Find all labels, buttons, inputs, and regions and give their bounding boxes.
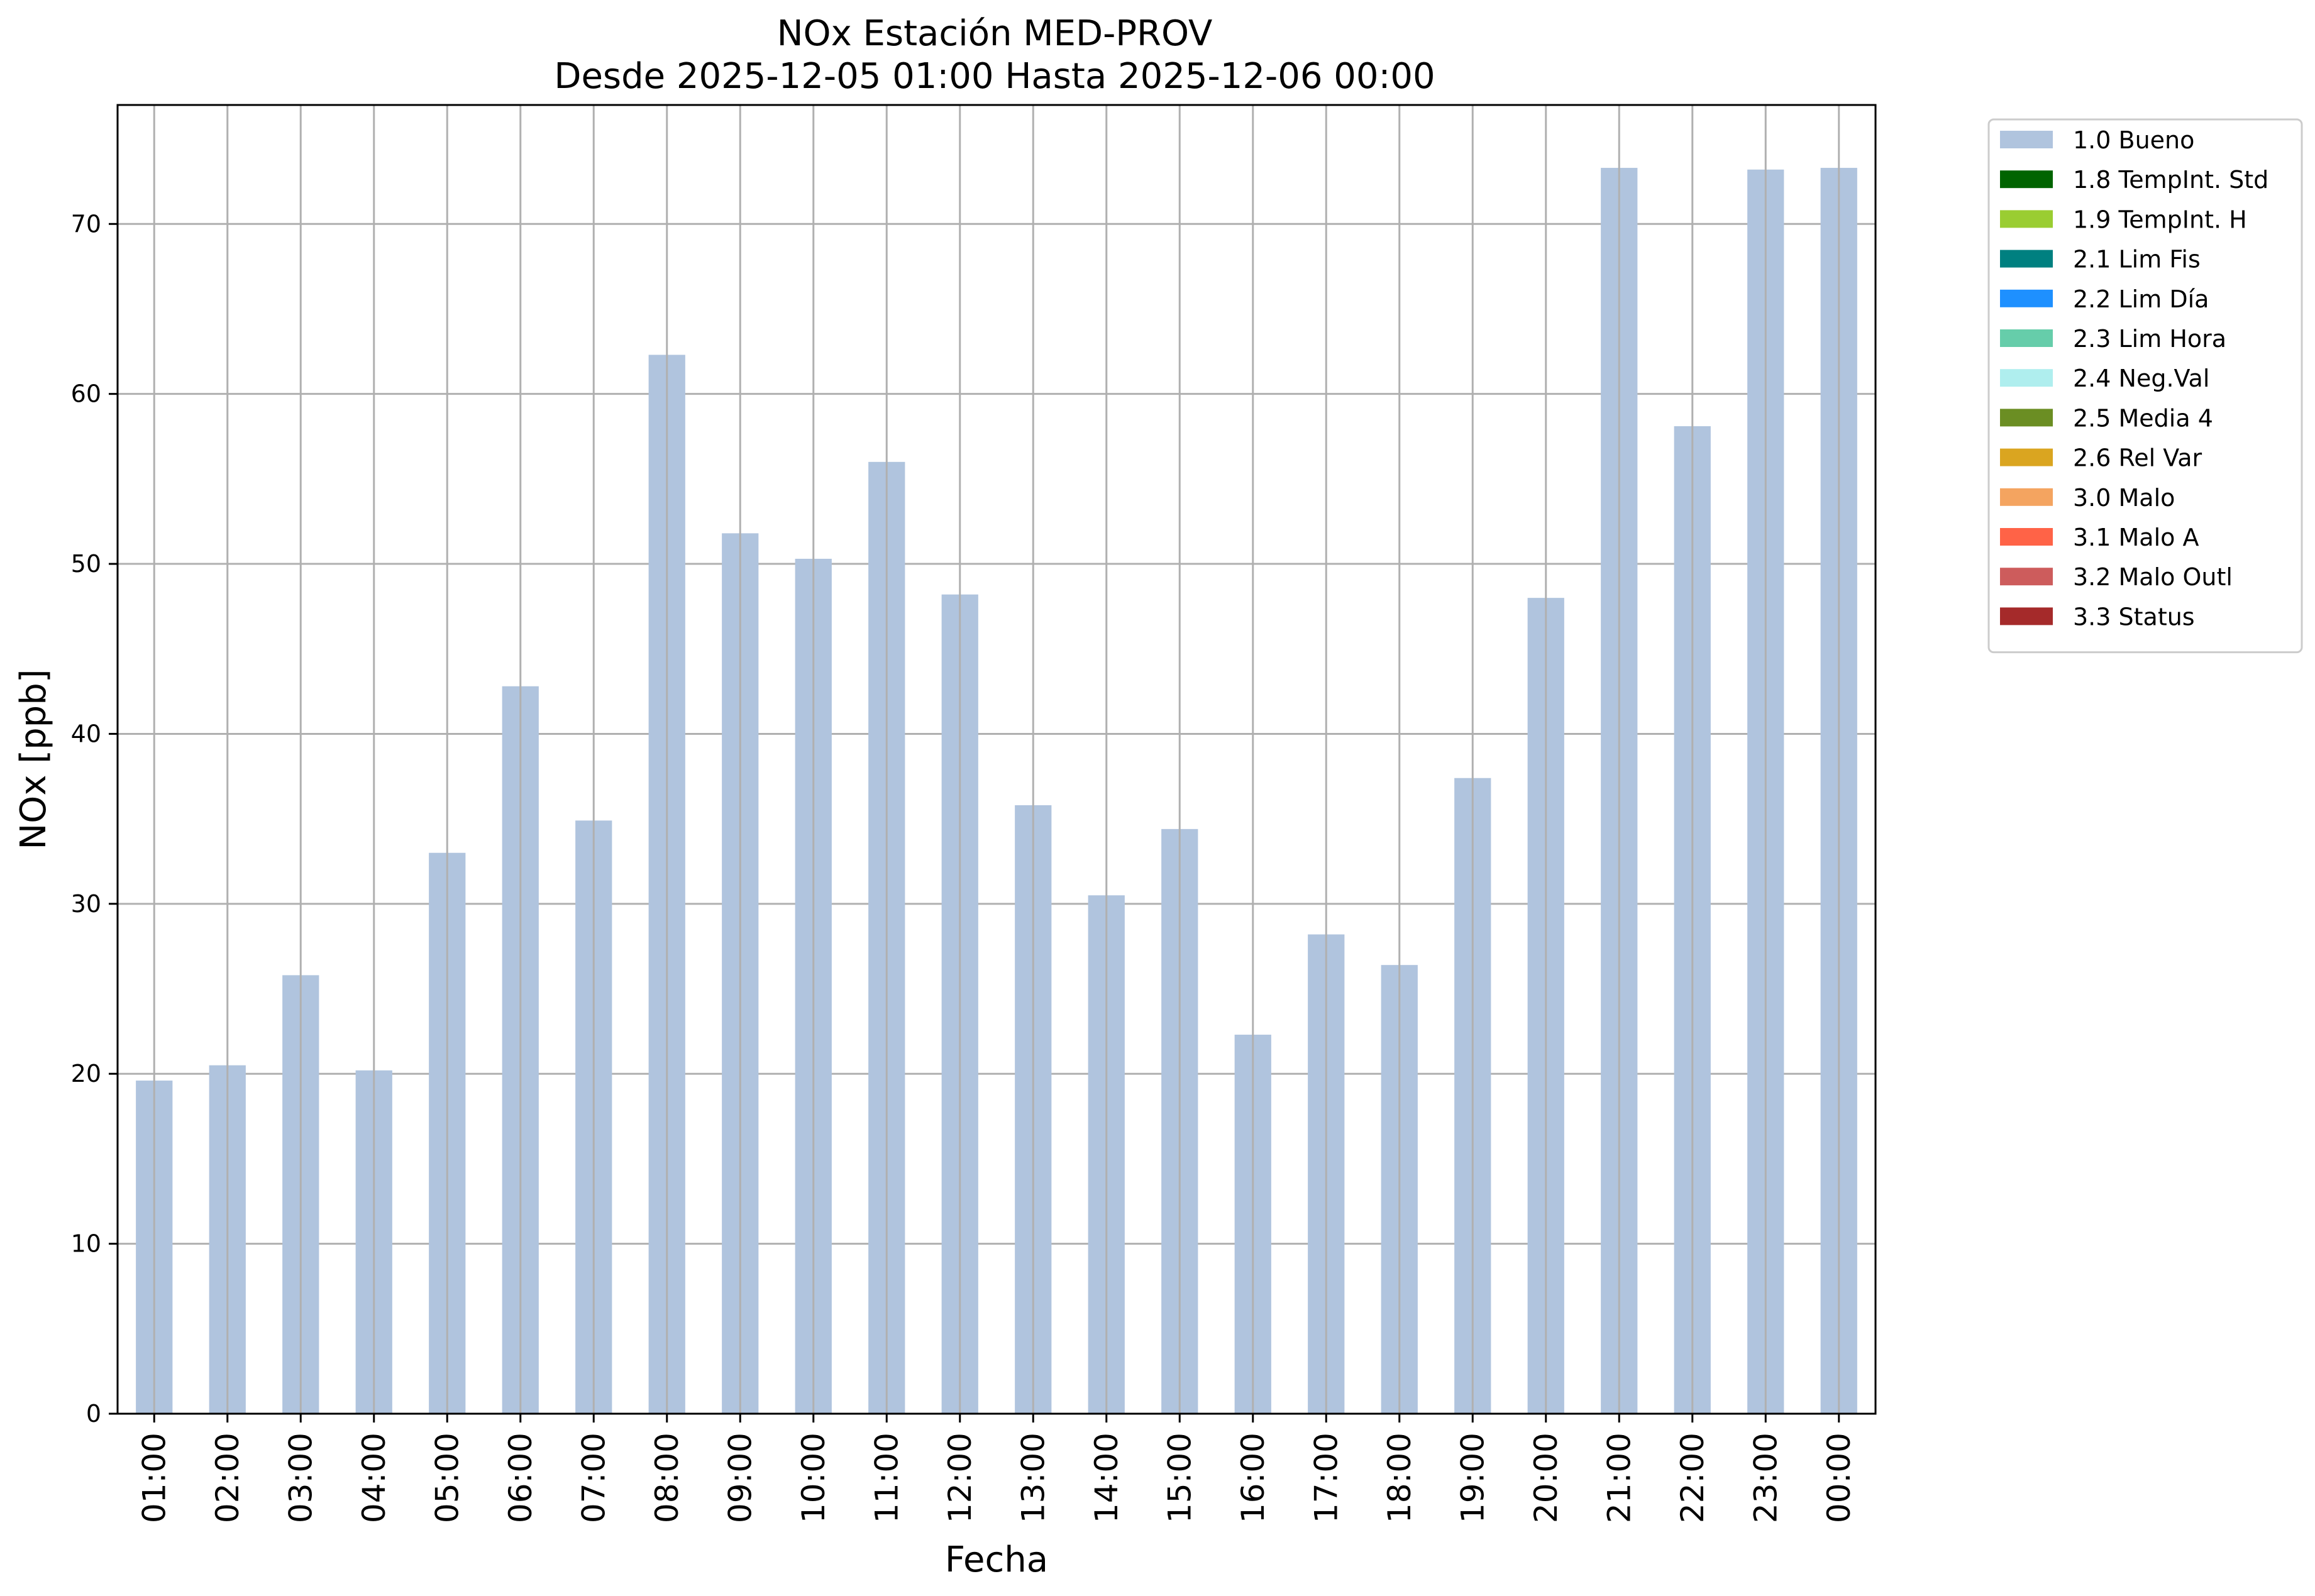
y-tick-label: 40 (71, 720, 101, 747)
x-tick-label: 04:00 (356, 1433, 392, 1523)
legend-label: 2.6 Rel Var (2073, 444, 2202, 472)
x-tick-label: 12:00 (942, 1433, 978, 1523)
x-axis-ticks: 01:00 02:00 03:00 04:00 05:00 06:00 07:00 08:00… (136, 1414, 1857, 1523)
legend-swatch (2000, 131, 2053, 148)
legend-swatch (2000, 170, 2053, 189)
x-tick-label: 14:00 (1088, 1433, 1125, 1523)
x-tick-label: 11:00 (868, 1433, 905, 1523)
y-axis-label: NOx [ppb] (13, 669, 54, 849)
x-tick-label: 03:00 (282, 1433, 319, 1523)
x-tick-label: 07:00 (575, 1433, 612, 1523)
y-axis-ticks: 0 10 20 30 40 50 60 70 (71, 210, 118, 1428)
x-tick-label: 18:00 (1381, 1433, 1418, 1523)
x-tick-label: 02:00 (209, 1433, 246, 1523)
x-tick-label: 15:00 (1161, 1433, 1198, 1523)
x-tick-label: 23:00 (1747, 1433, 1784, 1523)
legend-label: 1.8 TempInt. Std (2073, 166, 2268, 194)
legend: 1.0 Bueno 1.8 TempInt. Std 1.9 TempInt. H 2… (1987, 118, 2303, 654)
x-tick-label: 19:00 (1454, 1433, 1491, 1523)
legend-label: 3.3 Status (2073, 603, 2195, 630)
x-tick-label: 16:00 (1235, 1433, 1271, 1523)
legend-swatch (2000, 250, 2053, 268)
legend-label: 2.4 Neg.Val (2073, 365, 2209, 392)
legend-label: 2.1 Lim Fis (2073, 246, 2201, 273)
x-tick-label: 13:00 (1015, 1433, 1051, 1523)
x-tick-label: 05:00 (429, 1433, 465, 1523)
legend-swatch (2000, 210, 2053, 228)
y-tick-label: 30 (71, 890, 101, 918)
x-tick-label: 06:00 (502, 1433, 539, 1523)
legend-label: 1.9 TempInt. H (2073, 206, 2247, 233)
legend-frame (1987, 118, 2303, 654)
legend-label: 3.0 Malo (2073, 484, 2175, 512)
legend-label: 1.0 Bueno (2073, 126, 2194, 154)
chart-title-line1: NOx Estación MED-PROV (777, 13, 1213, 54)
legend-swatch (2000, 528, 2053, 546)
legend-swatch (2000, 448, 2053, 466)
x-tick-label: 10:00 (795, 1433, 832, 1523)
legend-swatch (2000, 607, 2053, 625)
y-tick-label: 10 (71, 1230, 101, 1258)
y-tick-label: 0 (86, 1400, 101, 1428)
x-tick-label: 09:00 (722, 1433, 758, 1523)
x-tick-label: 22:00 (1674, 1433, 1711, 1523)
x-tick-label: 20:00 (1528, 1433, 1564, 1523)
chart-title-line2: Desde 2025-12-05 01:00 Hasta 2025-12-06 … (554, 56, 1435, 97)
legend-swatch (2000, 488, 2053, 506)
x-tick-label: 00:00 (1821, 1433, 1857, 1523)
legend-label: 2.3 Lim Hora (2073, 325, 2226, 353)
legend-swatch (2000, 409, 2053, 427)
grid-lines (118, 223, 1876, 1415)
x-tick-label: 17:00 (1308, 1433, 1344, 1523)
legend-swatch (2000, 568, 2053, 586)
y-tick-label: 20 (71, 1060, 101, 1087)
legend-label: 3.2 Malo Outl (2073, 563, 2233, 591)
x-tick-label: 08:00 (649, 1433, 685, 1523)
x-tick-label: 21:00 (1601, 1433, 1637, 1523)
x-axis-label: Fecha (945, 1539, 1048, 1580)
y-tick-label: 60 (71, 380, 101, 408)
y-tick-label: 70 (71, 210, 101, 238)
y-tick-label: 50 (71, 550, 101, 578)
x-tick-label: 01:00 (136, 1433, 172, 1523)
plot-area-frame (116, 104, 1877, 1415)
legend-label: 2.5 Media 4 (2073, 404, 2213, 432)
legend-swatch (2000, 369, 2053, 387)
legend-label: 2.2 Lim Día (2073, 285, 2209, 313)
legend-label: 3.1 Malo A (2073, 524, 2199, 551)
legend-swatch (2000, 289, 2053, 307)
legend-swatch (2000, 329, 2053, 347)
vertical-grid-lines (153, 105, 1840, 1414)
